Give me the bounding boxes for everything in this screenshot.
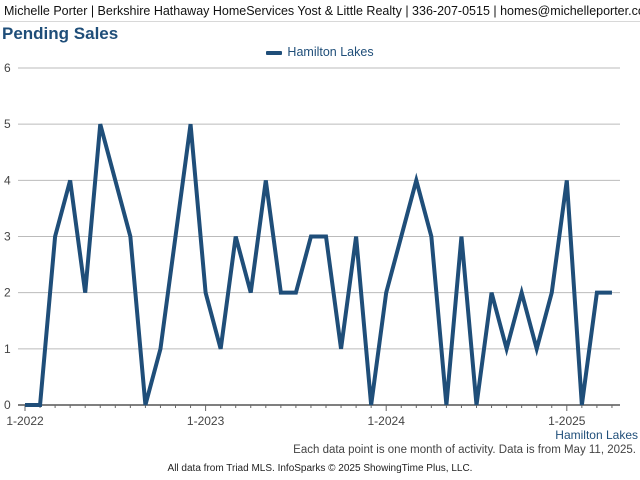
data-point [399,235,403,239]
series-line-hamilton-lakes [25,123,612,407]
data-point [580,403,584,407]
activity-note: Each data point is one month of activity… [293,444,636,456]
legend-swatch [266,50,283,55]
data-point [38,403,42,407]
data-point [369,403,373,407]
y-tick-label-4: 4 [4,173,11,187]
data-point [158,347,162,351]
data-point [459,235,463,239]
data-point [53,235,57,239]
data-point [565,178,569,182]
x-tick-label-1-2022: 1-2022 [6,414,44,428]
data-point [234,235,238,239]
series-layer [23,122,614,407]
y-tick-label-0: 0 [4,398,11,412]
data-point [113,178,117,182]
data-point [143,403,147,407]
y-tick-label-1: 1 [4,342,11,356]
data-point [23,403,27,407]
data-point [83,291,87,295]
data-point [219,347,223,351]
data-point [414,178,418,182]
data-point [429,235,433,239]
data-point [384,291,388,295]
chart-title: Pending Sales [2,24,119,43]
grid-layer [18,67,620,350]
data-point [204,291,208,295]
data-point [68,178,72,182]
data-point [324,235,328,239]
y-tick-label-5: 5 [4,117,11,131]
x-tick-label-1-2025: 1-2025 [548,414,586,428]
data-point [339,347,343,351]
axis-layer: 0 1 2 3 4 5 6 1-2022 1-2023 1-2024 1-2025Hamilton … [4,61,638,442]
data-point [309,235,313,239]
data-point [444,403,448,407]
data-point [610,291,614,295]
data-point [475,403,479,407]
data-point [249,291,253,295]
y-tick-label-6: 6 [4,61,11,75]
data-point [98,122,102,126]
data-point [535,347,539,351]
x-tick-label-1-2023: 1-2023 [187,414,225,428]
data-point [174,235,178,239]
data-point [264,178,268,182]
y-tick-label-2: 2 [4,286,11,300]
data-point [595,291,599,295]
legend-series-label: Hamilton Lakes [287,45,374,59]
data-point [189,122,193,126]
data-point [505,347,509,351]
series-end-label: Hamilton Lakes [555,428,638,442]
data-source-footer: All data from Triad MLS. InfoSparks © 20… [167,463,473,474]
y-tick-label-3: 3 [4,230,11,244]
data-point [550,291,554,295]
data-point [520,291,524,295]
agent-contact-bar: Michelle Porter | Berkshire Hathaway Hom… [0,0,640,22]
x-tick-label-1-2024: 1-2024 [368,414,406,428]
data-point [279,291,283,295]
data-point [294,291,298,295]
chart-legend: Hamilton Lakes [0,45,640,59]
data-point [490,291,494,295]
data-point [128,235,132,239]
data-point [354,235,358,239]
